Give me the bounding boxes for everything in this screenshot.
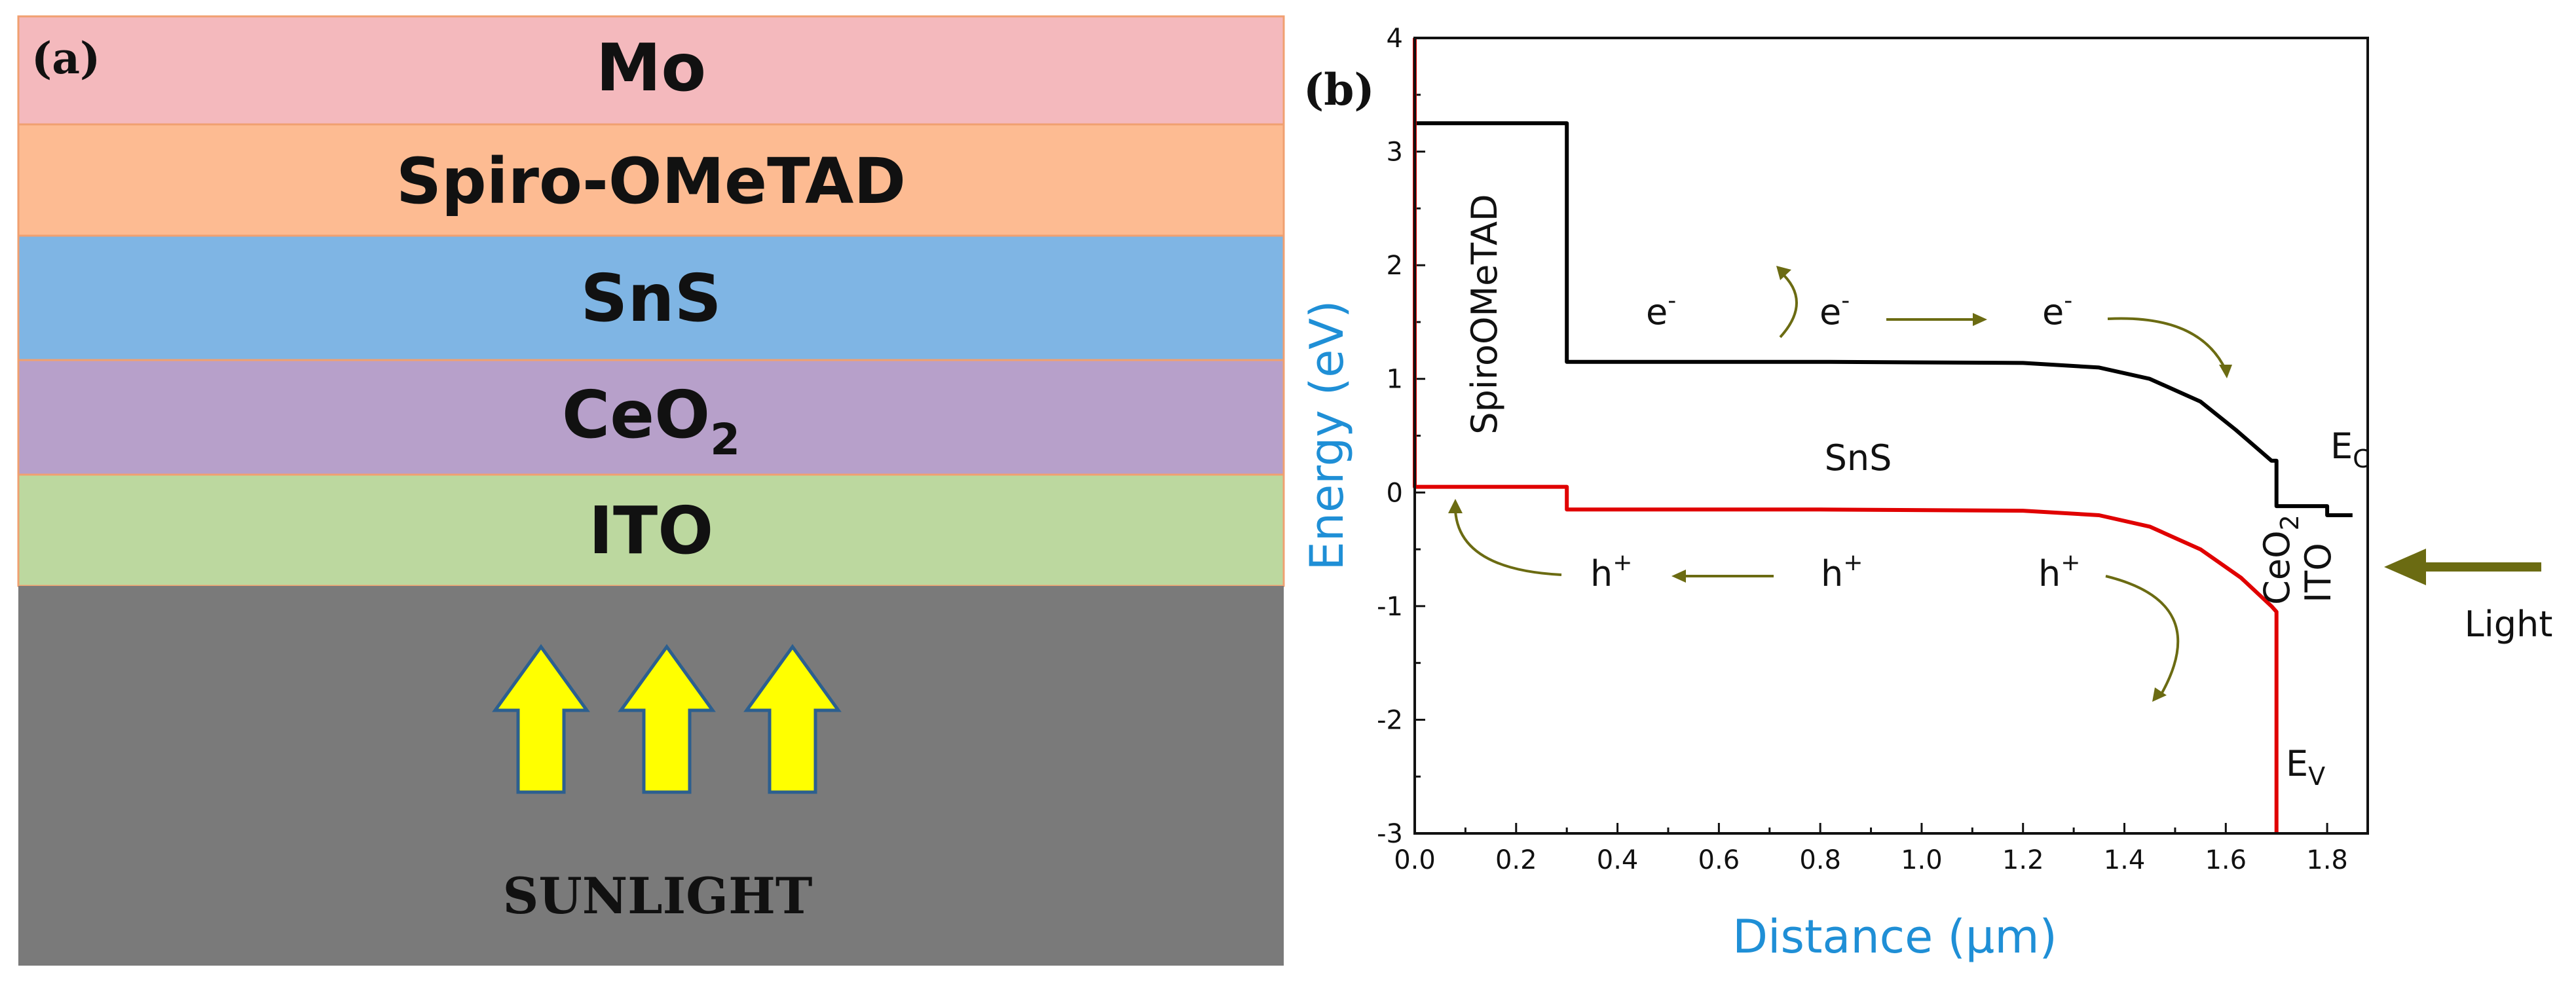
x-tick-label: 0.0 — [1394, 845, 1436, 875]
y-tick-label: 2 — [1387, 251, 1403, 281]
sunlight-arrow — [618, 644, 716, 794]
hole-1: h+ — [1590, 549, 1632, 594]
light-arrow-head — [2384, 549, 2426, 585]
y-tick-label: 0 — [1387, 478, 1403, 508]
hole-arrow-down-head — [2152, 687, 2167, 702]
light-label: Light — [2465, 604, 2553, 645]
x-tick-label: 1.2 — [2002, 845, 2044, 875]
x-tick-label: 0.6 — [1698, 845, 1740, 875]
sunlight-arrow — [492, 644, 590, 794]
label-spiroometad: SpiroOMeTAD — [1464, 194, 1505, 434]
y-tick-label: -2 — [1377, 705, 1403, 735]
y-tick-label: 1 — [1387, 365, 1403, 395]
label-ceo2-region: CeO2 — [2256, 515, 2304, 605]
y-tick-label: -3 — [1377, 819, 1403, 849]
sunlight-label: SUNLIGHT — [503, 867, 813, 925]
panel-b-label: (b) — [1303, 64, 1375, 115]
x-tick-label: 0.2 — [1495, 845, 1537, 875]
panel-b: (b) 0.0 0.2 0.4 0.6 0.8 1.0 1.2 1.4 1.6 1.8 -3 -2 -1… — [1300, 24, 2552, 964]
y-tick-label: 4 — [1387, 24, 1403, 54]
label-ev: EV — [2286, 743, 2325, 791]
electron-arrow-curl — [1779, 270, 1798, 338]
x-tick-label: 1.8 — [2306, 845, 2348, 875]
label-ec: EC — [2330, 426, 2370, 473]
electron-2: e- — [1820, 287, 1850, 333]
hole-3: h+ — [2038, 549, 2080, 594]
x-tick-label: 0.8 — [1799, 845, 1841, 875]
electron-arrow-down-head — [2219, 365, 2232, 378]
y-tick-label: 3 — [1387, 137, 1403, 168]
layer-ceo2 — [17, 359, 1285, 476]
layer-label-ito: ITO — [589, 492, 713, 569]
conduction-band-curve — [1415, 121, 2353, 517]
layer-label-sns: SnS — [580, 260, 721, 336]
electron-arrow-curl-head — [1776, 266, 1791, 280]
x-tick-label: 0.4 — [1597, 845, 1639, 875]
plot-frame — [1413, 37, 2369, 835]
layer-ito — [17, 473, 1285, 587]
carrier-arrows — [1448, 266, 2232, 702]
label-sns-region: SnS — [1825, 437, 1892, 479]
band-curves — [1413, 38, 2353, 833]
sunlight-arrows — [492, 644, 842, 794]
y-axis-title: Energy (eV) — [1300, 300, 1354, 571]
electron-arrow-right-head — [1973, 313, 1987, 326]
layer-mo — [17, 15, 1285, 126]
electron-1: e- — [1646, 287, 1676, 333]
axis-ticks: 0.0 0.2 0.4 0.6 0.8 1.0 1.2 1.4 1.6 1.8 -3 -2 -1 0 1 2 3… — [1377, 24, 2348, 875]
layer-label-spiro: Spiro-OMeTAD — [396, 145, 906, 218]
label-ito-region: ITO — [2298, 543, 2339, 602]
hole-arrow-up-head — [1448, 499, 1463, 513]
x-axis-title: Distance (μm) — [1732, 910, 2057, 964]
electron-arrow-down — [2107, 317, 2227, 371]
y-tick-label: -1 — [1377, 592, 1403, 622]
layer-label-mo: Mo — [596, 29, 706, 106]
panel-a: (a) Mo Spiro-OMeTAD SnS CeO2 ITO SUNLIGH… — [17, 15, 1285, 966]
layer-spiro-ometad — [17, 123, 1285, 237]
hole-arrow-down — [2105, 575, 2180, 695]
hole-2: h+ — [1821, 549, 1863, 594]
layer-sns — [17, 234, 1285, 361]
x-tick-label: 1.6 — [2205, 845, 2247, 875]
hole-arrow-up — [1454, 510, 1562, 576]
layer-label-ceo2: CeO2 — [562, 376, 740, 465]
x-tick-label: 1.0 — [1901, 845, 1943, 875]
sunlight-arrow — [743, 644, 842, 794]
valence-band-curve — [1413, 38, 2279, 833]
hole-arrow-left-head — [1671, 570, 1686, 583]
electron-3: e- — [2042, 287, 2072, 333]
x-tick-label: 1.4 — [2104, 845, 2146, 875]
panel-a-label: (a) — [31, 33, 100, 84]
